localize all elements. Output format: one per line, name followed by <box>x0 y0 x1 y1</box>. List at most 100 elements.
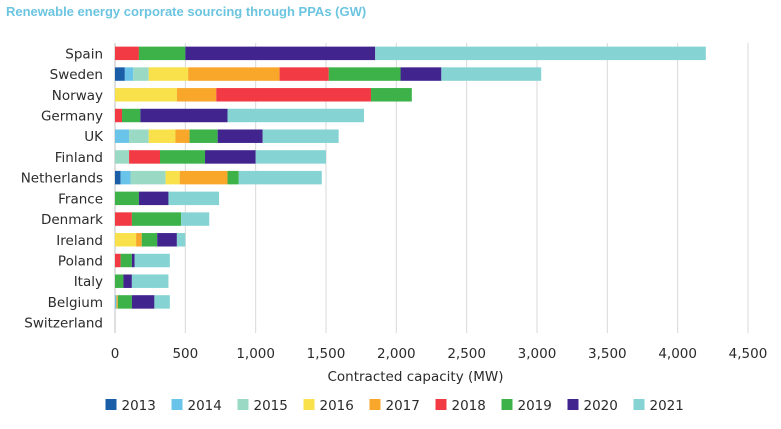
bar-segment <box>120 170 131 185</box>
legend-label: 2017 <box>386 398 420 414</box>
bar-segment <box>185 46 376 61</box>
bar-segment <box>188 67 280 81</box>
bar-segment <box>115 67 125 81</box>
bar-segment <box>138 191 169 206</box>
bar-segment <box>131 253 135 268</box>
bar-segment <box>141 233 158 247</box>
bar-segment <box>227 108 364 123</box>
x-tick-label: 2,000 <box>377 346 416 362</box>
legend-label: 2021 <box>650 398 684 414</box>
bar-segment <box>238 170 322 185</box>
bar-segment <box>123 274 132 288</box>
category-label: France <box>58 191 103 207</box>
legend-label: 2018 <box>452 398 486 414</box>
category-label: Italy <box>74 274 103 290</box>
bar-segment <box>117 295 132 309</box>
bar-segment <box>168 191 220 206</box>
bar-segment <box>441 67 542 81</box>
bar-segment <box>189 129 218 143</box>
legend-swatch <box>633 399 645 410</box>
legend-swatch <box>171 399 183 410</box>
category-label: UK <box>84 129 104 145</box>
bar-segment <box>120 253 132 268</box>
legend-label: 2014 <box>188 398 222 414</box>
bar-segment <box>124 67 134 81</box>
bar-segment <box>179 170 228 185</box>
bar-segment <box>165 170 180 185</box>
bar-segment <box>131 295 155 309</box>
bar-segment <box>157 233 177 247</box>
bar-segment <box>375 46 706 61</box>
bar-segment <box>175 129 190 143</box>
legend-swatch <box>237 399 249 410</box>
bar-segment <box>148 67 189 81</box>
bar-segment <box>115 108 123 123</box>
legend-label: 2019 <box>518 398 552 414</box>
bar-segment <box>181 212 210 226</box>
bar-segment <box>115 129 130 143</box>
bar-segment <box>140 108 228 123</box>
bar-segment <box>328 67 401 81</box>
legend-swatch <box>501 399 513 410</box>
bar-segment <box>115 46 139 61</box>
category-label: Germany <box>41 109 103 125</box>
legend-label: 2015 <box>254 398 288 414</box>
bar-segment <box>176 233 186 247</box>
bar-segment <box>227 170 239 185</box>
x-tick-label: 500 <box>172 346 198 362</box>
bar-segment <box>115 88 177 102</box>
bar-segment <box>400 67 442 81</box>
bar-segment <box>138 46 186 61</box>
legend-swatch <box>303 399 315 410</box>
category-label: Switzerland <box>24 316 103 332</box>
x-tick-label: 2,500 <box>447 346 486 362</box>
bar-segment <box>134 253 170 268</box>
category-label: Denmark <box>41 212 103 228</box>
bar-segment <box>216 88 372 102</box>
legend-swatch <box>105 399 117 410</box>
category-label: Poland <box>58 254 103 270</box>
bar-segment <box>148 129 176 143</box>
bar-segment <box>255 150 326 164</box>
x-tick-label: 3,500 <box>588 346 627 362</box>
bar-segment <box>129 150 161 164</box>
bar-segment <box>136 233 142 247</box>
bar-segment <box>115 274 124 288</box>
bar-segment <box>115 295 117 309</box>
x-tick-label: 4,000 <box>658 346 697 362</box>
legend-label: 2020 <box>584 398 618 414</box>
bar-segment <box>133 67 149 81</box>
bar-segment <box>205 150 256 164</box>
bar-segment <box>160 150 206 164</box>
bar-segment <box>154 295 170 309</box>
x-tick-label: 3,000 <box>518 346 557 362</box>
bar-segment <box>217 129 263 143</box>
category-label: Sweden <box>50 67 103 83</box>
x-tick-label: 1,500 <box>307 346 346 362</box>
bar-segment <box>115 253 121 268</box>
legend-label: 2013 <box>122 398 156 414</box>
chart-title: Renewable energy corporate sourcing thro… <box>6 4 367 19</box>
category-label: Finland <box>55 150 103 166</box>
bar-segment <box>115 170 121 185</box>
x-tick-label: 0 <box>111 346 120 362</box>
legend-swatch <box>567 399 579 410</box>
category-label: Belgium <box>48 295 103 311</box>
bar-segment <box>122 108 141 123</box>
legend-label: 2016 <box>320 398 354 414</box>
bar-segment <box>116 295 118 309</box>
category-label: Norway <box>52 88 103 104</box>
bar-segment <box>131 212 182 226</box>
bar-segment <box>279 67 329 81</box>
bar-segment <box>130 170 166 185</box>
x-tick-label: 4,500 <box>729 346 768 362</box>
bar-segment <box>176 88 217 102</box>
bar-segment <box>115 150 130 164</box>
legend-swatch <box>435 399 447 410</box>
category-label: Spain <box>65 46 103 62</box>
x-tick-label: 1,000 <box>236 346 275 362</box>
category-label: Netherlands <box>21 171 103 187</box>
legend-swatch <box>369 399 381 410</box>
bar-segment <box>115 212 132 226</box>
